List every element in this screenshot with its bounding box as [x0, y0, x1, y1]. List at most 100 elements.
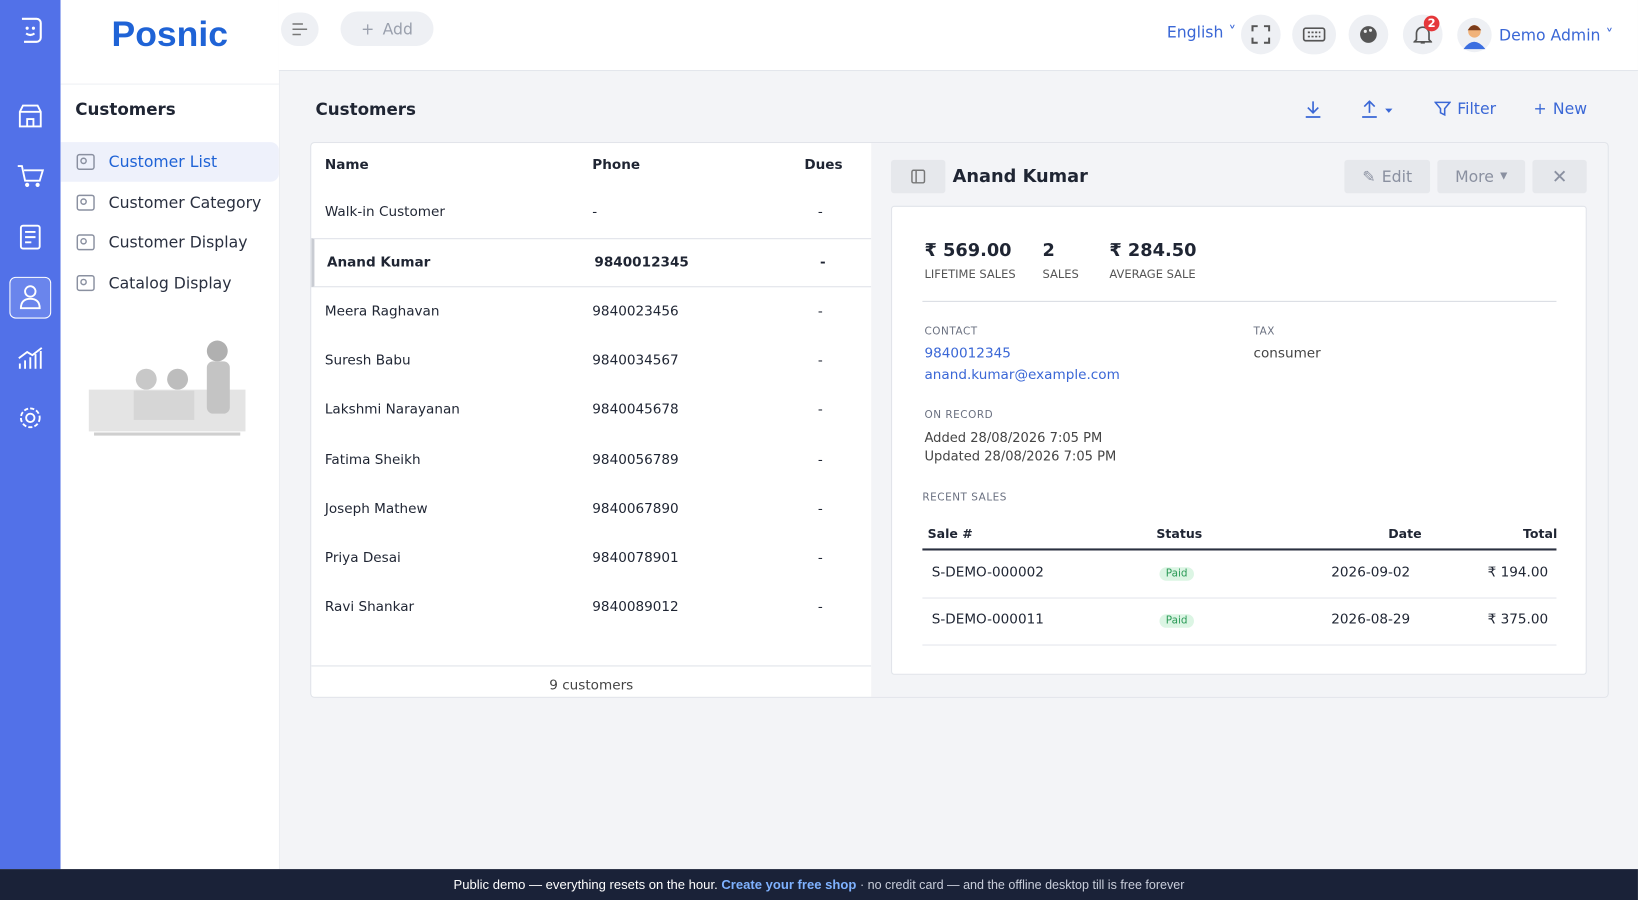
sales-header: Sale #	[927, 526, 973, 542]
customer-phone: 9840023456	[592, 303, 679, 320]
keyboard-button[interactable]	[1292, 14, 1337, 55]
customer-name: Joseph Mathew	[324, 501, 428, 517]
customer-phone: -	[592, 204, 598, 221]
download-button[interactable]	[1305, 100, 1322, 119]
column-header[interactable]: Phone	[592, 157, 641, 174]
avatar[interactable]	[1457, 17, 1492, 53]
record-added: Added 28/08/2026 7:05 PM	[924, 429, 1103, 445]
stat-label: LIFETIME SALES	[924, 267, 1016, 281]
menu-label: Customer List	[108, 152, 218, 172]
orders-icon[interactable]	[14, 219, 47, 252]
theme-button[interactable]	[1348, 14, 1389, 55]
column-header[interactable]: Name	[324, 157, 369, 174]
sale-row[interactable]: S-DEMO-000002 Paid 2026-09-02 ₹ 194.00	[922, 551, 1557, 599]
add-button[interactable]: + Add	[340, 11, 434, 46]
customer-row[interactable]: Joseph Mathew 9840067890 -	[311, 486, 871, 535]
menu-icon	[76, 153, 95, 170]
record-label: ON RECORD	[924, 409, 994, 421]
illustration	[88, 340, 246, 436]
page-title: Customers	[315, 99, 416, 120]
stat-value: ₹ 284.50	[1109, 240, 1197, 262]
brand[interactable]: Posnic	[111, 14, 228, 55]
banner-rest: · no credit card — and the offline deskt…	[859, 877, 1185, 893]
sales-header-rule	[922, 548, 1557, 551]
more-button[interactable]: More ▼	[1437, 159, 1526, 194]
filter-label: Filter	[1457, 99, 1497, 119]
customer-phone: 9840012345	[594, 255, 689, 271]
list-footer: 9 customers	[311, 665, 872, 696]
customer-row[interactable]: Anand Kumar 9840012345 -	[311, 238, 872, 288]
menu-item[interactable]: Catalog Display	[61, 263, 279, 303]
contact-email[interactable]: anand.kumar@example.com	[924, 367, 1120, 384]
customer-dues: -	[817, 600, 823, 616]
sale-row[interactable]: S-DEMO-000011 Paid 2026-08-29 ₹ 375.00	[922, 598, 1557, 646]
edit-button[interactable]: ✎ Edit	[1344, 159, 1431, 194]
menu-icon	[76, 234, 95, 251]
user-name: Demo Admin	[1499, 26, 1601, 45]
customer-row[interactable]: Ravi Shankar 9840089012 -	[311, 584, 871, 633]
sales-header: Date	[1388, 526, 1422, 542]
customer-row[interactable]: Meera Raghavan 9840023456 -	[311, 288, 871, 337]
add-plus: +	[361, 19, 375, 39]
new-plus: +	[1533, 99, 1547, 119]
divider	[60, 83, 279, 85]
customer-row[interactable]: Lakshmi Narayanan 9840045678 -	[311, 387, 871, 436]
customers-card: Name Phone Dues Walk-in Customer - - Anand …	[310, 142, 1609, 698]
customer-name: Ravi Shankar	[324, 600, 415, 616]
customer-phone: 9840078901	[592, 550, 679, 567]
customer-dues: -	[817, 550, 823, 567]
customer-row[interactable]: Walk-in Customer - -	[311, 189, 871, 238]
menu-icon	[76, 194, 95, 211]
store-icon[interactable]	[14, 99, 47, 132]
stat-value: ₹ 569.00	[924, 240, 1012, 262]
cart-icon[interactable]	[14, 159, 47, 192]
customer-row[interactable]: Suresh Babu 9840034567 -	[311, 337, 871, 386]
customer-name: Suresh Babu	[324, 352, 411, 369]
fullscreen-button[interactable]	[1240, 14, 1281, 55]
customer-name: Lakshmi Narayanan	[324, 402, 460, 419]
panel-toggle[interactable]	[891, 159, 946, 194]
language-select[interactable]: English ˅	[1166, 22, 1237, 42]
banner-link[interactable]: Create your free shop	[721, 877, 857, 893]
customers-icon[interactable]	[14, 280, 47, 313]
reports-icon[interactable]	[14, 342, 47, 375]
contact-phone[interactable]: 9840012345	[924, 345, 1011, 362]
user-menu[interactable]: Demo Admin ˅	[1499, 26, 1614, 45]
customer-row[interactable]: Priya Desai 9840078901 -	[311, 535, 871, 584]
detail-card: ₹ 569.00 LIFETIME SALES 2 SALES ₹ 284.50 AVER…	[891, 205, 1587, 675]
menu-toggle[interactable]	[280, 12, 319, 46]
customer-name: Walk-in Customer	[324, 204, 445, 221]
menu-item[interactable]: Customer Display	[61, 222, 279, 262]
customer-row[interactable]: Fatima Sheikh 9840056789 -	[311, 436, 871, 485]
customer-dues: -	[817, 451, 823, 468]
notifications-button[interactable]: 2	[1402, 14, 1443, 55]
customer-phone: 9840056789	[592, 451, 679, 468]
active-rail-item[interactable]	[9, 276, 52, 319]
filter-icon	[1434, 101, 1451, 117]
menu-item[interactable]: Customer Category	[61, 182, 279, 222]
filter-button[interactable]: Filter	[1434, 99, 1496, 118]
customer-dues: -	[817, 303, 823, 320]
add-label: Add	[382, 19, 413, 39]
notification-badge: 2	[1423, 15, 1440, 32]
fullscreen-icon	[1251, 25, 1271, 44]
sale-status: Paid	[1159, 567, 1194, 581]
sale-total: ₹ 194.00	[1487, 565, 1549, 581]
sale-number: S-DEMO-000002	[931, 565, 1044, 581]
settings-icon[interactable]	[14, 401, 47, 434]
customer-name: Meera Raghavan	[324, 303, 440, 320]
avatar-icon	[1463, 25, 1486, 50]
more-caret: ▼	[1500, 171, 1508, 182]
menu-label: Customer Category	[108, 192, 262, 212]
upload-button[interactable]	[1361, 100, 1394, 119]
recent-label: RECENT SALES	[922, 492, 1007, 504]
more-label: More	[1455, 167, 1494, 186]
new-button[interactable]: + New	[1533, 99, 1587, 118]
menu-item[interactable]: Customer List	[60, 142, 279, 182]
column-header[interactable]: Dues	[804, 157, 843, 174]
sale-date: 2026-08-29	[1331, 612, 1411, 628]
stat-label: SALES	[1042, 267, 1079, 281]
close-button[interactable]: ✕	[1532, 159, 1587, 194]
